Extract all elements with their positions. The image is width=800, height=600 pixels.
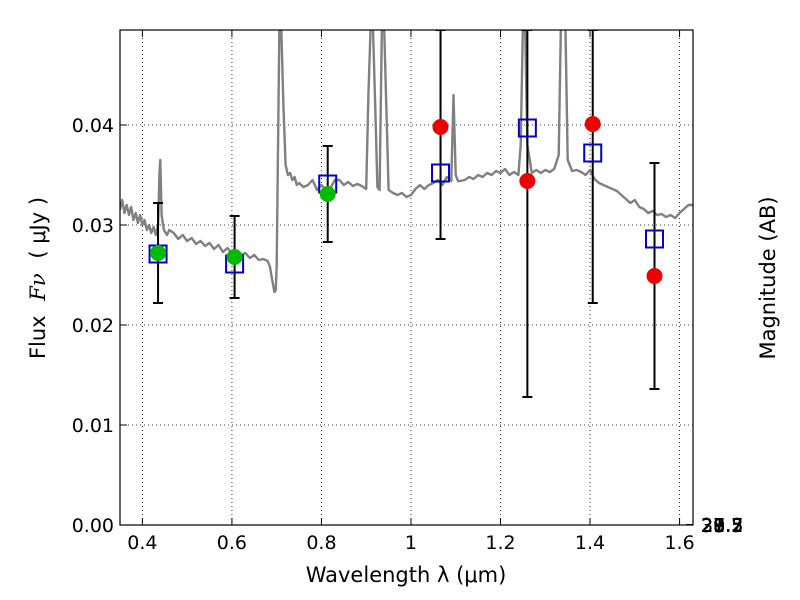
y-axis-label: Flux Fν ( μJy ) xyxy=(26,197,50,359)
measured-circle-point xyxy=(519,173,536,189)
measured-circle-point xyxy=(646,268,663,284)
x-axis-label: Wavelength λ (μm) xyxy=(306,563,507,587)
y-tick-label: 0.04 xyxy=(72,115,114,137)
model-square-point xyxy=(645,229,665,249)
y2-tick-label: 27.3 xyxy=(701,515,743,537)
model-square-point xyxy=(583,143,603,163)
measured-circle-point xyxy=(150,245,167,261)
y-tick-label: 0.02 xyxy=(72,315,114,337)
svg-text:Flux Fν ( μJy ): Flux Fν ( μJy ) xyxy=(26,197,50,359)
x-tick-label: 1.4 xyxy=(575,532,605,554)
y-tick-label: 0.03 xyxy=(72,215,114,237)
axis-ticks: 0.4 0.6 0.8 1 1.2 1.4 1.6 0.00 0.01 0.02 0.03 0.04 2… xyxy=(72,30,743,554)
y2-axis-label: Magnitude (AB) xyxy=(756,196,780,359)
y2-tick-label: 27.2 xyxy=(701,515,743,537)
model-square-point xyxy=(431,163,451,183)
y2-tick-label: 29 xyxy=(701,515,725,537)
y2-tick-label: 28 xyxy=(701,515,725,537)
y-axis-label-symbol: Fν xyxy=(26,273,50,302)
model-square-point xyxy=(517,118,537,138)
grid xyxy=(120,30,693,526)
spectrum-line xyxy=(120,30,693,294)
y2-tick-label: 27.5 xyxy=(701,515,743,537)
plot-frame xyxy=(119,29,694,526)
y2-tick-label: 29.5 xyxy=(701,515,743,537)
x-tick-label: 0.4 xyxy=(127,532,157,554)
y2-tick-label: 28.5 xyxy=(701,515,743,537)
y-axis-label-unit: ( μJy ) xyxy=(26,197,50,259)
x-tick-label: 1.2 xyxy=(485,532,515,554)
measured-circle-point xyxy=(319,186,336,202)
x-tick-label: 0.8 xyxy=(306,532,336,554)
plot-area xyxy=(120,30,693,398)
y2-tick-label: 27.7 xyxy=(701,515,743,537)
measured-circle-point xyxy=(432,119,449,135)
y-tick-label: 0.00 xyxy=(72,515,114,537)
y2-tick-label: 30 xyxy=(701,515,725,537)
x-tick-label: 1 xyxy=(405,532,417,554)
x-tick-label: 1.6 xyxy=(664,532,694,554)
y2-tick-label: 28.2 xyxy=(701,515,743,537)
measured-circle-point xyxy=(584,116,601,132)
y2-tick-label: 31 xyxy=(701,515,725,537)
x-tick-label: 0.6 xyxy=(217,532,247,554)
y-axis-label-text: Flux xyxy=(26,315,50,359)
y-tick-label: 0.01 xyxy=(72,415,114,437)
measured-circle-point xyxy=(226,249,243,265)
